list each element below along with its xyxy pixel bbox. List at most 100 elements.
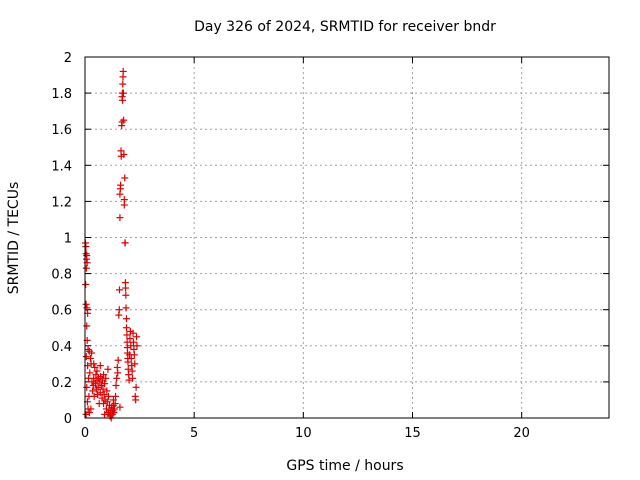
data-point (104, 365, 112, 373)
data-point (91, 380, 99, 388)
data-point (101, 380, 109, 388)
data-point (130, 351, 138, 359)
y-tick-label: 1.8 (51, 87, 72, 102)
data-point (83, 322, 91, 330)
data-point (83, 383, 91, 391)
data-point (129, 329, 137, 337)
data-point (82, 243, 90, 251)
x-tick-label: 10 (295, 426, 312, 441)
data-point (121, 174, 129, 182)
data-point (96, 389, 104, 397)
data-point (96, 362, 104, 370)
data-point (101, 410, 109, 418)
data-point (110, 405, 118, 413)
data-point (82, 264, 90, 272)
data-point (124, 358, 132, 366)
data-point (85, 409, 93, 417)
data-point (129, 338, 137, 346)
grid (85, 57, 609, 418)
data-point (86, 354, 94, 362)
data-point (119, 96, 127, 104)
data-point (125, 376, 133, 384)
data-point (122, 284, 130, 292)
y-tick-label: 1 (64, 232, 72, 247)
data-point (88, 378, 96, 386)
data-point (109, 396, 117, 404)
data-point (91, 363, 99, 371)
plot-frame (84, 56, 610, 419)
data-point (105, 392, 113, 400)
data-point (100, 400, 108, 408)
data-point (103, 398, 111, 406)
data-point (92, 371, 100, 379)
data-point (122, 291, 130, 299)
data-point (119, 89, 127, 97)
data-point (116, 214, 124, 222)
y-tick-label: 1.2 (51, 195, 72, 210)
data-point (119, 67, 127, 75)
data-point (112, 382, 120, 390)
data-point (116, 403, 124, 411)
data-point (85, 347, 93, 355)
data-points (81, 67, 141, 422)
data-point (122, 315, 130, 323)
data-point (128, 367, 136, 375)
data-point (120, 201, 128, 209)
data-point (102, 374, 110, 382)
y-tick-label: 1.6 (51, 123, 72, 138)
y-tick-label: 0 (64, 412, 72, 427)
y-tick-label: 0.2 (51, 376, 72, 391)
data-point (90, 360, 98, 368)
data-point (117, 181, 125, 189)
data-point (104, 409, 112, 417)
data-point (126, 335, 134, 343)
data-point (84, 345, 92, 353)
x-tick-label: 0 (81, 426, 89, 441)
data-point (87, 405, 95, 413)
data-point (122, 324, 130, 332)
data-point (132, 383, 140, 391)
y-tick-label: 2 (64, 51, 72, 66)
data-point (114, 369, 122, 377)
data-point (82, 300, 90, 308)
data-point (82, 353, 90, 361)
y-tick-label: 1.4 (51, 159, 72, 174)
data-point (83, 252, 91, 260)
data-point (121, 239, 129, 247)
data-point (97, 382, 105, 390)
data-point (112, 392, 120, 400)
data-point (114, 356, 122, 364)
data-point (120, 150, 128, 158)
data-point (132, 396, 140, 404)
data-point (111, 400, 119, 408)
data-point (131, 360, 139, 368)
x-tick-label: 15 (404, 426, 421, 441)
y-tick-label: 0.6 (51, 304, 72, 319)
data-point (129, 374, 137, 382)
chart-title: Day 326 of 2024, SRMTID for receiver bnd… (194, 19, 496, 35)
data-point (92, 385, 100, 393)
y-tick-label: 0.4 (51, 340, 72, 355)
data-point (133, 333, 141, 341)
tick-labels: 0 5 10 15 20 0 0.2 0.4 0.6 0.8 1 1.2 1.4 1.6 1.8 2 (51, 51, 530, 441)
x-tick-label: 20 (513, 426, 530, 441)
data-point (103, 387, 111, 395)
data-point (123, 331, 131, 339)
x-axis-title: GPS time / hours (286, 458, 403, 474)
data-point (100, 371, 108, 379)
data-point (119, 80, 127, 88)
data-point (115, 306, 123, 314)
x-tick-label: 5 (190, 426, 198, 441)
data-point (100, 391, 108, 399)
data-point (86, 369, 94, 377)
data-point (118, 118, 126, 126)
data-point (110, 409, 118, 417)
y-axis-title: SRMTID / TECUs (6, 182, 22, 295)
data-point (99, 385, 107, 393)
data-point (113, 374, 121, 382)
y-tick-label: 0.8 (51, 268, 72, 283)
data-point (120, 116, 128, 124)
data-point (133, 342, 141, 350)
data-point (93, 367, 101, 375)
